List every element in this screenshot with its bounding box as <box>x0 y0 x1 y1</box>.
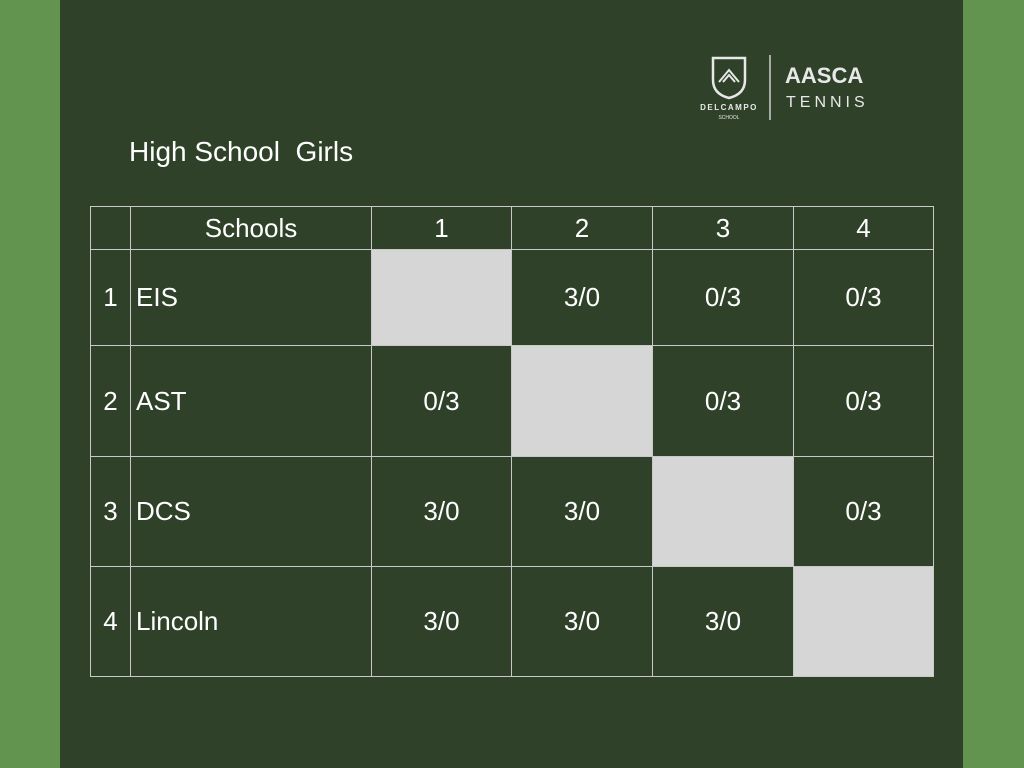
brand: AASCA <box>785 63 863 88</box>
mountain-icon <box>718 68 740 83</box>
header-column: 1 <box>371 206 512 250</box>
shield <box>711 56 747 100</box>
school-name: DCS <box>130 456 372 567</box>
self-match-cell <box>371 249 512 346</box>
sport: TENNIS <box>786 94 869 111</box>
school-word: SCHOOL <box>718 115 739 121</box>
header-schools: Schools <box>130 206 372 250</box>
result-cell: 0/3 <box>652 249 794 346</box>
result-cell: 0/3 <box>652 345 794 457</box>
result-cell: 3/0 <box>511 566 653 677</box>
header-column: 3 <box>652 206 794 250</box>
self-match-cell <box>793 566 934 677</box>
self-match-cell <box>652 456 794 567</box>
result-cell: 0/3 <box>371 345 512 457</box>
header-corner <box>90 206 131 250</box>
row-number: 2 <box>90 345 131 457</box>
school-name: Lincoln <box>130 566 372 677</box>
row-number: 1 <box>90 249 131 346</box>
self-match-cell <box>511 345 653 457</box>
result-cell: 3/0 <box>652 566 794 677</box>
title: High School Girls <box>129 136 354 167</box>
result-cell: 3/0 <box>371 456 512 567</box>
row-number: 3 <box>90 456 131 567</box>
header-column: 2 <box>511 206 653 250</box>
result-cell: 0/3 <box>793 249 934 346</box>
row-number: 4 <box>90 566 131 677</box>
result-cell: 0/3 <box>793 456 934 567</box>
school-name: AST <box>130 345 372 457</box>
result-cell: 0/3 <box>793 345 934 457</box>
result-cell: 3/0 <box>371 566 512 677</box>
result-cell: 3/0 <box>511 249 653 346</box>
result-cell: 3/0 <box>511 456 653 567</box>
logo: DELCAMPO SCHOOL AASCA TENNIS <box>700 55 869 121</box>
school-name: DELCAMPO <box>700 103 758 112</box>
school-name: EIS <box>130 249 372 346</box>
header-column: 4 <box>793 206 934 250</box>
